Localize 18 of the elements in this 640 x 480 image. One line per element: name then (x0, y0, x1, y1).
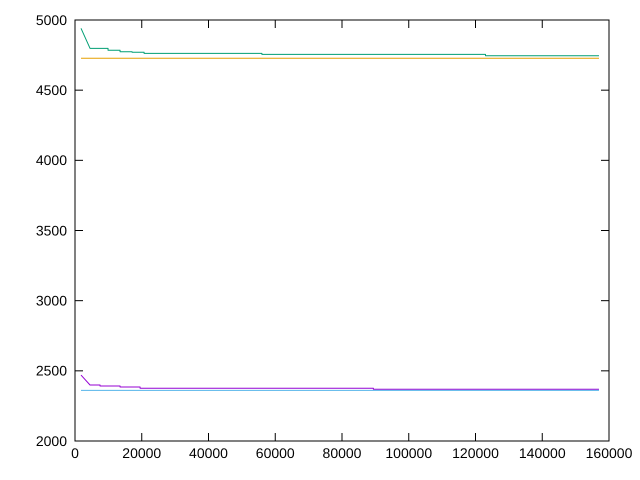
y-tick-label: 3500 (36, 222, 68, 238)
x-tick-label: 60000 (256, 445, 295, 461)
x-tick-label: 20000 (122, 445, 162, 461)
y-tick-label: 3000 (36, 292, 68, 309)
x-tick-label: 40000 (189, 445, 228, 461)
x-tick-label: 100000 (385, 445, 432, 461)
y-tick-label: 4000 (36, 152, 68, 168)
y-tick-label: 5000 (36, 12, 68, 28)
x-tick-label: 140000 (518, 445, 566, 461)
x-tick-label: 80000 (322, 445, 362, 461)
line-series (80, 28, 600, 56)
x-tick-label: 160000 (586, 445, 633, 461)
line-series (80, 374, 600, 390)
y-tick-label: 2000 (36, 432, 68, 449)
y-tick-label: 4500 (36, 82, 68, 98)
x-tick-label: 120000 (452, 445, 500, 461)
y-tick-label: 2500 (36, 362, 68, 379)
x-tick-label: 0 (71, 445, 80, 461)
